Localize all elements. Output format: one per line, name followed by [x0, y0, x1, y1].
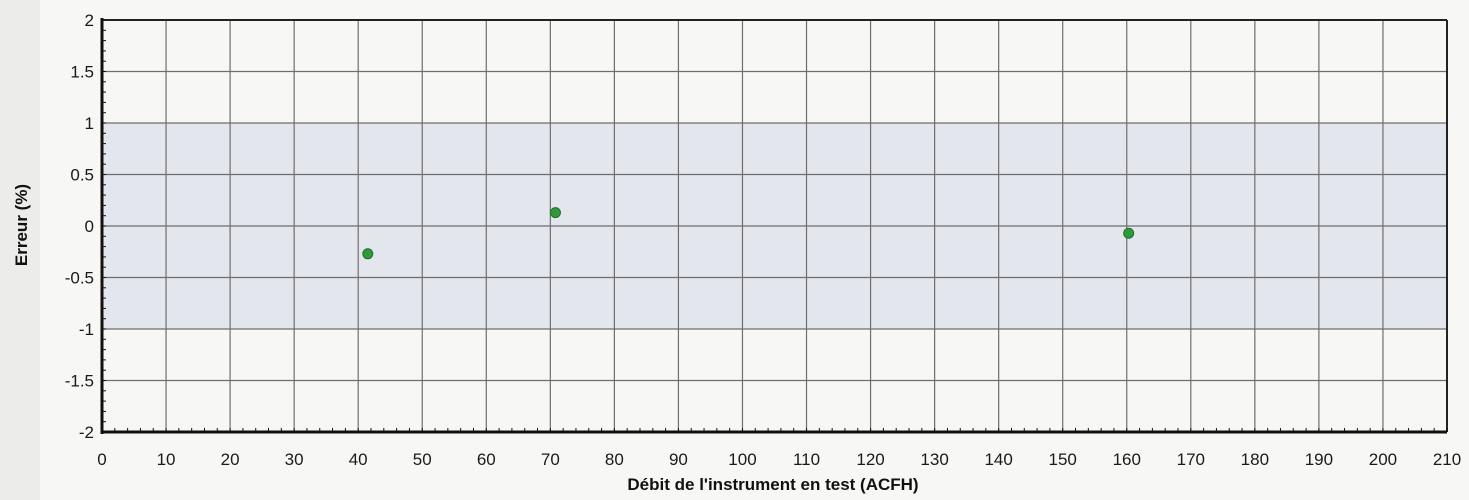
x-tick-label: 210: [1433, 450, 1461, 469]
x-tick-label: 70: [541, 450, 560, 469]
x-tick-label: 100: [728, 450, 756, 469]
x-tick-label: 90: [669, 450, 688, 469]
data-point: [549, 207, 561, 219]
left-page-edge: [0, 0, 40, 500]
y-tick-label: -2: [79, 423, 94, 442]
x-tick-label: 80: [605, 450, 624, 469]
x-tick-label: 130: [920, 450, 948, 469]
x-tick-label: 180: [1241, 450, 1269, 469]
x-tick-label: 10: [157, 450, 176, 469]
y-tick-label: -1.5: [65, 372, 94, 391]
x-tick-label: 0: [97, 450, 106, 469]
y-tick-label: 2: [85, 11, 94, 30]
x-tick-label: 30: [285, 450, 304, 469]
y-tick-label: -1: [79, 320, 94, 339]
x-tick-label: 50: [413, 450, 432, 469]
x-tick-label: 20: [221, 450, 240, 469]
x-tick-label: 120: [856, 450, 884, 469]
x-tick-label: 110: [793, 450, 820, 469]
axis-layer: [100, 18, 1448, 434]
data-point: [362, 248, 374, 260]
y-tick-label: 0.5: [70, 166, 94, 185]
y-tick-label: 1: [85, 114, 94, 133]
y-tick-label: 0: [85, 217, 94, 236]
x-tick-label: 160: [1113, 450, 1141, 469]
x-tick-label: 40: [349, 450, 368, 469]
data-point-layer: [362, 207, 1135, 260]
data-point: [1123, 227, 1135, 239]
y-tick-label: -0.5: [65, 269, 94, 288]
x-tick-label: 170: [1177, 450, 1205, 469]
tick-label-layer: 0 10 20 30 40 50 60 70 80 90 100 110 120 130 140 150 160…: [65, 11, 1461, 469]
x-tick-label: 60: [477, 450, 496, 469]
x-tick-label: 190: [1305, 450, 1333, 469]
grid-layer: [101, 19, 1448, 433]
x-axis-title: Débit de l'instrument en test (ACFH): [627, 475, 918, 494]
y-axis-title: Erreur (%): [12, 184, 31, 266]
x-tick-label: 200: [1369, 450, 1397, 469]
y-tick-label: 1.5: [70, 63, 94, 82]
x-tick-label: 140: [984, 450, 1012, 469]
x-tick-label: 150: [1049, 450, 1077, 469]
